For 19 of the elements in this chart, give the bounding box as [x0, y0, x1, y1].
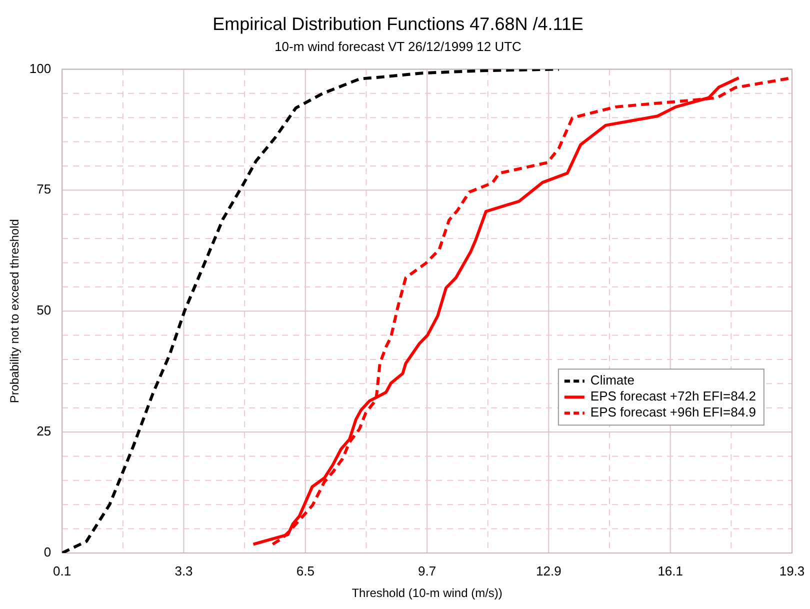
- chart-title: Empirical Distribution Functions 47.68N /4.11E: [212, 14, 584, 34]
- y-axis-title: Probability not to exceed threshold: [8, 219, 22, 404]
- x-tick-label: 0.1: [53, 563, 72, 578]
- y-tick-label: 50: [36, 302, 52, 318]
- chart-subtitle: 10-m wind forecast VT 26/12/1999 12 UTC: [274, 38, 522, 54]
- y-tick-label: 0: [44, 544, 52, 560]
- legend-label: EPS forecast +96h EFI=84.9: [590, 404, 756, 420]
- x-axis-title: Threshold (10-m wind (m/s)): [352, 586, 502, 600]
- legend-label: EPS forecast +72h EFI=84.2: [590, 388, 756, 404]
- y-tick-label: 25: [36, 424, 52, 439]
- x-tick-label: 3.3: [174, 563, 193, 578]
- x-tick-label: 19.3: [779, 563, 805, 578]
- y-tick-label: 100: [29, 60, 52, 76]
- legend-label: Climate: [590, 372, 635, 388]
- x-tick-label: 16.1: [658, 563, 684, 578]
- x-tick-label: 6.5: [296, 563, 314, 578]
- y-tick-label: 75: [36, 182, 52, 197]
- x-tick-label: 12.9: [536, 563, 562, 578]
- x-tick-label: 9.7: [418, 563, 436, 578]
